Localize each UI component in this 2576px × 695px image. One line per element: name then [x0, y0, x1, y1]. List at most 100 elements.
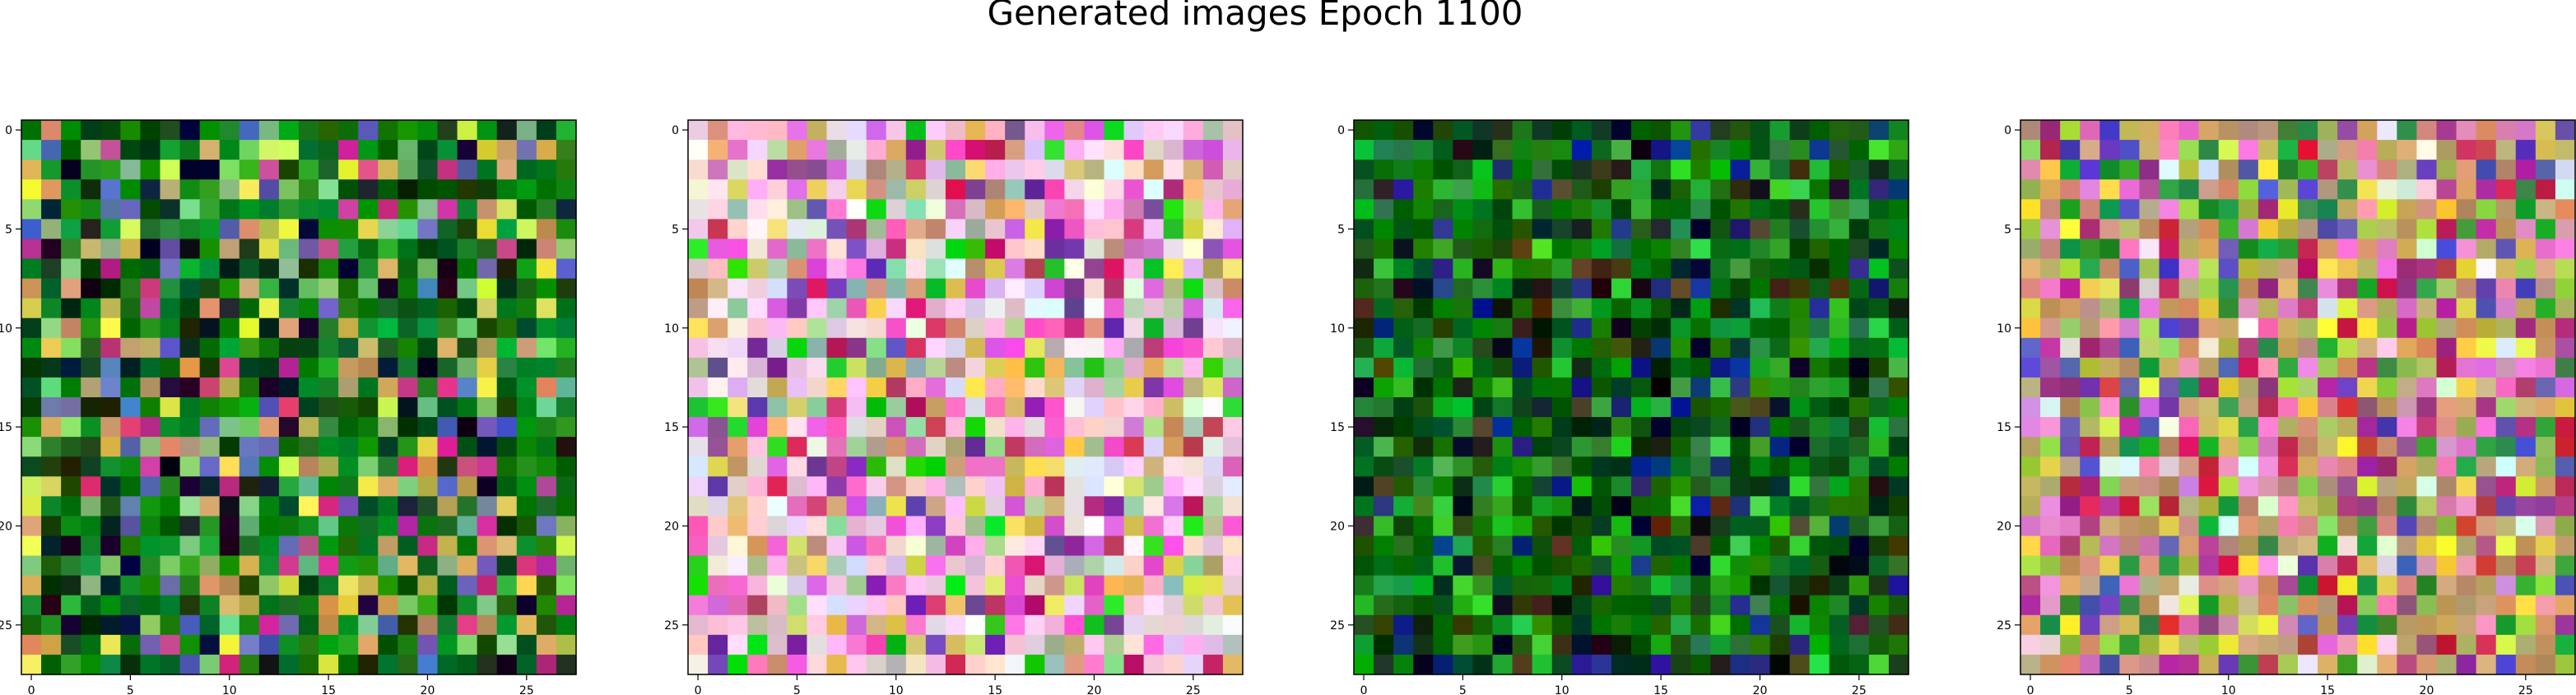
pixel-cell — [1868, 654, 1890, 675]
pixel-cell — [1789, 278, 1811, 299]
pixel-cell — [258, 654, 280, 675]
pixel-cell — [2119, 140, 2141, 160]
pixel-cell — [2099, 120, 2120, 141]
pixel-cell — [2257, 160, 2279, 180]
pixel-cell — [2555, 614, 2576, 636]
pixel-cell — [1551, 219, 1573, 240]
pixel-cell — [925, 160, 946, 180]
pixel-cell — [846, 120, 867, 141]
pixel-cell — [1005, 317, 1025, 339]
pixel-cell — [2119, 160, 2141, 180]
pixel-cell — [708, 476, 728, 497]
pixel-cell — [2080, 140, 2100, 160]
pixel-cell — [2159, 417, 2180, 438]
pixel-cell — [536, 337, 557, 359]
pixel-cell — [2238, 476, 2259, 497]
pixel-cell — [278, 575, 300, 596]
pixel-cell — [1710, 634, 1731, 656]
pixel-cell — [2377, 496, 2397, 517]
pixel-cell — [688, 160, 709, 180]
pixel-cell — [1591, 160, 1612, 180]
pixel-cell — [1532, 120, 1553, 141]
pixel-cell — [338, 239, 359, 260]
pixel-cell — [1104, 337, 1125, 359]
pixel-cell — [2476, 634, 2497, 656]
y-tick-label: 5 — [672, 223, 679, 236]
pixel-cell — [338, 496, 359, 517]
pixel-cell — [199, 437, 221, 457]
pixel-cell — [787, 357, 808, 378]
pixel-cell — [179, 614, 201, 636]
pixel-cell — [2318, 199, 2338, 220]
pixel-cell — [1433, 199, 1453, 220]
pixel-cell — [1690, 614, 1711, 636]
pixel-cell — [747, 456, 768, 477]
pixel-cell — [319, 516, 339, 537]
pixel-cell — [1829, 258, 1850, 280]
pixel-cell — [1222, 555, 1244, 577]
pixel-cell — [199, 496, 221, 517]
pixel-cell — [2040, 337, 2061, 359]
pixel-cell — [2020, 140, 2041, 160]
pixel-cell — [1551, 555, 1573, 577]
pixel-cell — [1374, 397, 1394, 418]
pixel-cell — [925, 239, 946, 260]
pixel-cell — [417, 476, 439, 497]
pixel-cell — [2277, 199, 2299, 220]
pixel-cell — [1750, 317, 1771, 339]
pixel-cell — [2119, 397, 2141, 418]
pixel-cell — [2099, 476, 2120, 497]
pixel-cell — [1025, 614, 1045, 636]
pixel-cell — [2218, 516, 2239, 537]
pixel-cell — [2277, 179, 2299, 200]
pixel-cell — [2357, 654, 2378, 675]
pixel-cell — [1453, 377, 1474, 398]
pixel-cell — [556, 179, 577, 200]
pixel-cell — [1888, 160, 1909, 180]
x-tick-label: 15 — [321, 684, 336, 695]
pixel-cell — [1750, 160, 1771, 180]
pixel-cell — [536, 140, 557, 160]
pixel-cell — [1750, 516, 1771, 537]
pixel-cell — [398, 298, 419, 319]
pixel-cell — [457, 555, 478, 577]
pixel-cell — [278, 258, 300, 280]
pixel-cell — [1374, 179, 1394, 200]
pixel-cell — [1453, 456, 1474, 477]
pixel-cell — [945, 298, 966, 319]
pixel-cell — [1789, 654, 1811, 675]
pixel-cell — [1710, 397, 1731, 418]
pixel-cell — [2357, 298, 2378, 319]
pixel-cell — [1183, 298, 1204, 319]
pixel-cell — [1769, 437, 1791, 457]
pixel-cell — [477, 317, 498, 339]
pixel-cell — [787, 219, 808, 240]
pixel-cell — [1651, 317, 1672, 339]
pixel-cell — [985, 179, 1006, 200]
pixel-cell — [1084, 278, 1105, 299]
pixel-cell — [688, 595, 709, 616]
pixel-cell — [1064, 535, 1086, 557]
pixel-cell — [1848, 179, 1870, 200]
pixel-cell — [2099, 160, 2120, 180]
pixel-cell — [1730, 337, 1751, 359]
pixel-cell — [1611, 516, 1632, 537]
pixel-cell — [1730, 456, 1751, 477]
pixel-cell — [1393, 535, 1414, 557]
pixel-cell — [2020, 258, 2041, 280]
y-tick-label: 10 — [1330, 322, 1345, 336]
pixel-cell — [708, 437, 728, 457]
pixel-cell — [925, 634, 946, 656]
pixel-cell — [1044, 634, 1065, 656]
pixel-cell — [1064, 239, 1086, 260]
pixel-cell — [1044, 614, 1065, 636]
pixel-cell — [358, 654, 379, 675]
pixel-cell — [437, 476, 458, 497]
pixel-cell — [160, 337, 181, 359]
pixel-cell — [1044, 496, 1065, 517]
pixel-cell — [1611, 258, 1632, 280]
pixel-cell — [1611, 357, 1632, 378]
pixel-cell — [457, 397, 478, 418]
x-tick-label: 25 — [2518, 684, 2533, 695]
pixel-cell — [1025, 575, 1045, 596]
